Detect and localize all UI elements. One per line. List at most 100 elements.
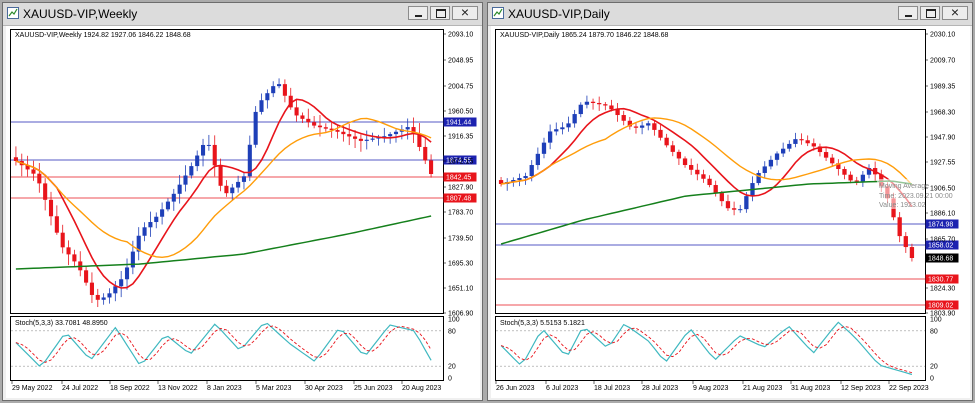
- date-tick-label: 5 Mar 2023: [256, 385, 292, 392]
- candle-body: [405, 127, 410, 130]
- candle-body: [566, 123, 571, 128]
- candle-body: [212, 144, 217, 166]
- daily-price-chart[interactable]: 1874.98 1858.02 1848.68 1830.77 1809.02 2030.…: [491, 26, 970, 398]
- candle-body: [738, 209, 743, 211]
- candle-body: [517, 178, 522, 181]
- candle-body: [84, 270, 89, 283]
- date-tick-label: 22 Sep 2023: [889, 385, 929, 392]
- price-tick-label: 2030.10: [930, 32, 955, 39]
- weekly-window-titlebar[interactable]: XAUUSD-VIP,Weekly: [3, 3, 482, 26]
- stoch-label: Stoch(5,3,3) 33.7081 48.8950: [15, 320, 108, 327]
- candle-body: [165, 201, 170, 210]
- candle-body: [615, 109, 620, 116]
- candle-body: [523, 176, 528, 179]
- candle-body: [554, 129, 559, 132]
- candle-body: [498, 180, 504, 184]
- weekly-price-chart[interactable]: 1941.44 1874.55 1842.45 1807.48 2093.10 2048.…: [6, 26, 480, 398]
- candle-body: [423, 146, 428, 161]
- stoch-signal-line: [15, 325, 432, 363]
- candle-body: [189, 166, 194, 176]
- candle-body: [119, 279, 124, 287]
- minimize-button[interactable]: [408, 6, 428, 20]
- ma-mid-line: [15, 117, 432, 259]
- close-button[interactable]: [452, 4, 478, 20]
- price-tick-label: 1906.50: [930, 186, 955, 193]
- price-label-box: [925, 253, 959, 263]
- date-tick-label: 20 Aug 2023: [402, 385, 441, 392]
- weekly-chart-area[interactable]: 1941.44 1874.55 1842.45 1807.48 2093.10 2048.…: [6, 26, 480, 398]
- candle-body: [37, 173, 42, 184]
- candle-body: [124, 267, 130, 280]
- weekly-chart-window[interactable]: XAUUSD-VIP,Weekly 1941.441874.551842.451…: [2, 2, 483, 401]
- chart-window-icon: [7, 7, 19, 19]
- candle-body: [787, 143, 792, 149]
- maximize-button[interactable]: [920, 6, 940, 20]
- daily-window-titlebar[interactable]: XAUUSD-VIP,Daily: [488, 3, 972, 26]
- close-button[interactable]: [942, 4, 968, 20]
- candle-body: [393, 131, 399, 135]
- candle-body: [535, 153, 541, 166]
- date-tick-label: 31 Aug 2023: [791, 385, 830, 392]
- candle-body: [317, 125, 323, 128]
- price-tick-label: 1739.50: [448, 236, 473, 243]
- price-label: 1941.44: [446, 120, 471, 127]
- candle-body: [652, 123, 657, 130]
- window-title: XAUUSD-VIP,Weekly: [23, 7, 138, 21]
- candle-body: [329, 128, 334, 131]
- price-tick-label: 1824.30: [930, 286, 955, 293]
- candle-body: [282, 84, 287, 96]
- candle-body: [13, 157, 18, 161]
- candle-body: [148, 222, 153, 228]
- candle-body: [547, 131, 553, 143]
- stoch-tick-label: 0: [448, 376, 452, 383]
- price-label-box: [443, 193, 477, 203]
- candle-body: [183, 175, 188, 185]
- stoch-tick-label: 80: [930, 328, 938, 335]
- candle-body: [909, 247, 915, 258]
- price-tick-label: 1968.30: [930, 110, 955, 117]
- price-label-box: [925, 219, 959, 229]
- date-tick-label: 18 Jul 2023: [594, 385, 630, 392]
- candle-body: [353, 136, 358, 139]
- candle-body: [370, 138, 375, 140]
- maximize-button[interactable]: [430, 6, 450, 20]
- stoch-tick-label: 20: [930, 364, 938, 371]
- candle-body: [300, 115, 305, 119]
- candle-body: [609, 105, 614, 110]
- candle-body: [597, 102, 602, 105]
- price-tick-label: 1695.30: [448, 261, 473, 268]
- candle-body: [578, 104, 583, 115]
- candle-body: [341, 131, 346, 135]
- daily-chart-window[interactable]: XAUUSD-VIP,Daily 1874.981858.021848.6818…: [487, 2, 973, 401]
- candle-body: [25, 165, 30, 170]
- price-tick-label: 2093.10: [448, 32, 473, 39]
- candle-body: [695, 169, 700, 175]
- candle-body: [670, 145, 675, 152]
- candle-body: [101, 297, 106, 300]
- candle-body: [265, 93, 270, 101]
- candle-body: [627, 120, 632, 127]
- price-tick-label: 1916.35: [448, 134, 473, 141]
- price-label: 1858.02: [928, 243, 953, 250]
- minimize-button[interactable]: [898, 6, 918, 20]
- candle-body: [411, 127, 416, 134]
- date-tick-label: 9 Aug 2023: [693, 385, 729, 392]
- candle-body: [744, 196, 749, 210]
- candle-body: [603, 104, 608, 106]
- ma-slow-line: [500, 180, 913, 245]
- candle-body: [206, 144, 211, 146]
- daily-chart-area[interactable]: 1874.98 1858.02 1848.68 1830.77 1809.02 2030.…: [491, 26, 970, 398]
- candle-body: [160, 209, 165, 217]
- candle-body: [271, 86, 276, 94]
- candle-body: [719, 193, 724, 202]
- candle-body: [860, 174, 866, 182]
- price-label-box: [443, 172, 477, 182]
- candle-body: [417, 133, 422, 147]
- candle-body: [89, 282, 94, 295]
- price-label: 1830.77: [928, 277, 953, 284]
- price-tick-label: 1927.55: [930, 160, 955, 167]
- stoch-signal-line: [500, 325, 913, 374]
- candle-body: [639, 125, 645, 128]
- candle-body: [382, 136, 387, 138]
- date-tick-label: 18 Sep 2022: [110, 385, 150, 392]
